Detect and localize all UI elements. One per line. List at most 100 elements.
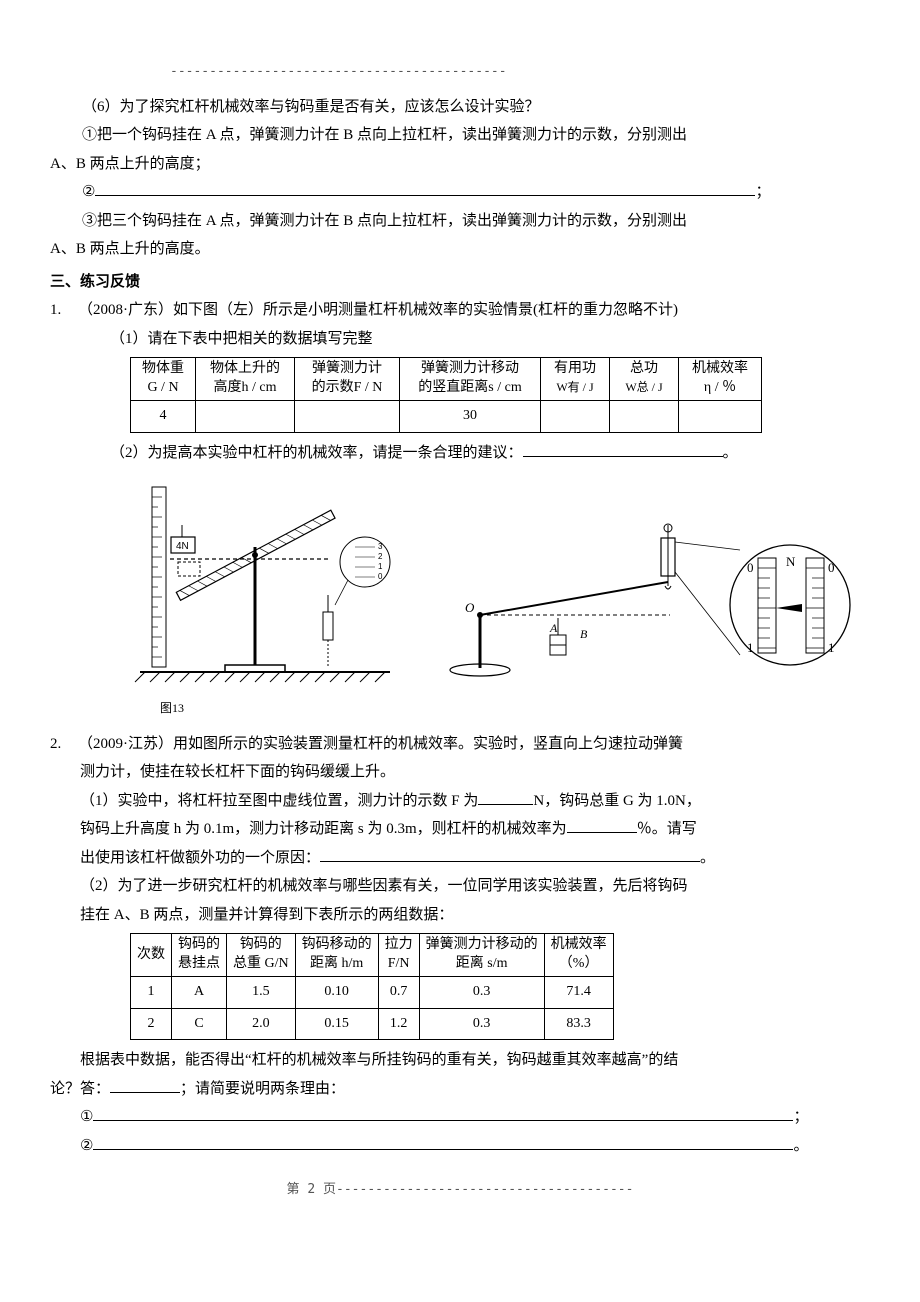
step-3b: A、B 两点上升的高度。 bbox=[50, 235, 870, 264]
r2-num: ② bbox=[80, 1138, 93, 1154]
figure-left: 4N 3 2 1 0 图13 bbox=[130, 477, 400, 720]
q2-r1c2: A bbox=[172, 977, 227, 1009]
q2-sub1-tail: 。 bbox=[700, 850, 715, 866]
svg-text:2: 2 bbox=[378, 552, 383, 561]
svg-text:0: 0 bbox=[747, 560, 754, 575]
blank-q1-sub2 bbox=[523, 441, 723, 457]
q2-sub1e: 出使用该杠杆做额外功的一个原因： bbox=[80, 850, 320, 866]
q1-sub2: （2）为提高本实验中杠杆的机械效率，请提一条合理的建议： 。 bbox=[50, 439, 870, 468]
r2-tail: 。 bbox=[793, 1138, 808, 1154]
q2-conc2b: ；请简要说明两条理由： bbox=[180, 1081, 345, 1097]
q2-r1c4: 0.10 bbox=[295, 977, 378, 1009]
q2-r2: ②。 bbox=[50, 1132, 870, 1161]
q1-num: 1. bbox=[50, 296, 78, 325]
figure-row: 4N 3 2 1 0 图13 bbox=[130, 477, 870, 720]
q1-h3: 弹簧测力计的示数F / N bbox=[295, 358, 400, 401]
svg-text:0: 0 bbox=[378, 572, 383, 581]
q2-stem: 2.（2009·江苏）用如图所示的实验装置测量杠杆的机械效率。实验时，竖直向上匀… bbox=[50, 730, 870, 759]
q2-r1: ①； bbox=[50, 1103, 870, 1132]
q2-h2: 钩码的悬挂点 bbox=[172, 934, 227, 977]
page-footer: 第 2 页-----------------------------------… bbox=[50, 1178, 870, 1203]
q1-c7 bbox=[679, 400, 762, 432]
fig1-caption: 图13 bbox=[130, 697, 400, 720]
q2-h4: 钩码移动的距离 h/m bbox=[295, 934, 378, 977]
q1-table: 物体重G / N 物体上升的高度h / cm 弹簧测力计的示数F / N 弹簧测… bbox=[130, 357, 762, 432]
q2-r2c3: 2.0 bbox=[227, 1008, 296, 1040]
q2-r2c6: 0.3 bbox=[419, 1008, 544, 1040]
q1-c4: 30 bbox=[400, 400, 541, 432]
blank-r1 bbox=[93, 1105, 793, 1121]
step-1b: A、B 两点上升的高度； bbox=[50, 150, 870, 179]
svg-text:4N: 4N bbox=[176, 541, 189, 552]
svg-text:1: 1 bbox=[828, 640, 835, 655]
q2-sub1b: N，钩码总重 G 为 1.0N， bbox=[533, 793, 701, 809]
q2-r1c6: 0.3 bbox=[419, 977, 544, 1009]
q2-sub1-l1: （1）实验中，将杠杆拉至图中虚线位置，测力计的示数 F 为N，钩码总重 G 为 … bbox=[50, 787, 870, 816]
q2-stem2: 测力计，使挂在较长杠杆下面的钩码缓缓上升。 bbox=[50, 758, 870, 787]
step2-tail: ； bbox=[755, 184, 770, 200]
table-row: 1 A 1.5 0.10 0.7 0.3 71.4 bbox=[131, 977, 614, 1009]
svg-text:O: O bbox=[465, 600, 475, 615]
r1-num: ① bbox=[80, 1109, 93, 1125]
blank-F bbox=[478, 789, 533, 805]
q1-h4: 弹簧测力计移动的竖直距离s / cm bbox=[400, 358, 541, 401]
q1-h6: 总功W总 / J bbox=[610, 358, 679, 401]
blank-reason bbox=[320, 846, 700, 862]
q2-num: 2. bbox=[50, 730, 78, 759]
q1-h2: 物体上升的高度h / cm bbox=[196, 358, 295, 401]
figure-right: O A B bbox=[440, 520, 860, 720]
step2-num: ② bbox=[82, 184, 95, 200]
q2-r2c1: 2 bbox=[131, 1008, 172, 1040]
q2-table: 次数 钩码的悬挂点 钩码的总重 G/N 钩码移动的距离 h/m 拉力F/N 弹簧… bbox=[130, 933, 614, 1040]
svg-text:1: 1 bbox=[378, 562, 383, 571]
blank-eta bbox=[567, 817, 637, 833]
svg-text:N: N bbox=[786, 554, 796, 569]
q2-r1c7: 71.4 bbox=[544, 977, 613, 1009]
q2-sub1c: 钩码上升高度 h 为 0.1m，测力计移动距离 s 为 0.3m，则杠杆的机械效… bbox=[80, 821, 567, 837]
svg-text:B: B bbox=[580, 627, 588, 641]
q2-h1: 次数 bbox=[131, 934, 172, 977]
q1-h5: 有用功W有 / J bbox=[541, 358, 610, 401]
svg-text:3: 3 bbox=[378, 542, 383, 551]
q2-h5: 拉力F/N bbox=[378, 934, 419, 977]
q2-r1c1: 1 bbox=[131, 977, 172, 1009]
q2-conc2: 论？答： ；请简要说明两条理由： bbox=[50, 1075, 870, 1104]
q1-c1: 4 bbox=[131, 400, 196, 432]
q1-sub2-tail: 。 bbox=[723, 445, 738, 461]
q1-text: （2008·广东）如下图（左）所示是小明测量杠杆机械效率的实验情景(杠杆的重力忽… bbox=[78, 302, 678, 318]
svg-text:0: 0 bbox=[828, 560, 835, 575]
q2-r2c5: 1.2 bbox=[378, 1008, 419, 1040]
q1-sub2a: （2）为提高本实验中杠杆的机械效率，请提一条合理的建议： bbox=[110, 445, 523, 461]
header-rule: ----------------------------------------… bbox=[50, 60, 870, 85]
blank-step2 bbox=[95, 180, 755, 196]
r1-tail: ； bbox=[793, 1109, 808, 1125]
table-row: 2 C 2.0 0.15 1.2 0.3 83.3 bbox=[131, 1008, 614, 1040]
q1-h7: 机械效率η / ％ bbox=[679, 358, 762, 401]
q2-r2c4: 0.15 bbox=[295, 1008, 378, 1040]
q2-h6: 弹簧测力计移动的距离 s/m bbox=[419, 934, 544, 977]
q1-stem: 1.（2008·广东）如下图（左）所示是小明测量杠杆机械效率的实验情景(杠杆的重… bbox=[50, 296, 870, 325]
q1-c3 bbox=[295, 400, 400, 432]
step-2: ②； bbox=[50, 178, 870, 207]
para-6: （6）为了探究杠杆机械效率与钩码重是否有关，应该怎么设计实验？ bbox=[50, 93, 870, 122]
q2-text1: （2009·江苏）用如图所示的实验装置测量杠杆的机械效率。实验时，竖直向上匀速拉… bbox=[78, 736, 683, 752]
q1-c2 bbox=[196, 400, 295, 432]
q2-r1c5: 0.7 bbox=[378, 977, 419, 1009]
q2-sub2b: 挂在 A、B 两点，测量并计算得到下表所示的两组数据： bbox=[50, 901, 870, 930]
step-3: ③把三个钩码挂在 A 点，弹簧测力计在 B 点向上拉杠杆，读出弹簧测力计的示数，… bbox=[50, 207, 870, 236]
q2-sub1-l2: 钩码上升高度 h 为 0.1m，测力计移动距离 s 为 0.3m，则杠杆的机械效… bbox=[50, 815, 870, 844]
q2-r2c2: C bbox=[172, 1008, 227, 1040]
q2-h7: 机械效率（%） bbox=[544, 934, 613, 977]
q2-h3: 钩码的总重 G/N bbox=[227, 934, 296, 977]
q2-conc1: 根据表中数据，能否得出“杠杆的机械效率与所挂钩码的重有关，钩码越重其效率越高”的… bbox=[50, 1046, 870, 1075]
svg-text:A: A bbox=[549, 621, 558, 635]
q1-h1: 物体重G / N bbox=[131, 358, 196, 401]
q1-c6 bbox=[610, 400, 679, 432]
q2-sub1d: ％。请写 bbox=[637, 821, 697, 837]
q1-sub1: （1）请在下表中把相关的数据填写完整 bbox=[50, 325, 870, 354]
q2-conc2a: 论？答： bbox=[50, 1081, 110, 1097]
blank-r2 bbox=[93, 1134, 793, 1150]
q2-r1c3: 1.5 bbox=[227, 977, 296, 1009]
q2-sub1-l3: 出使用该杠杆做额外功的一个原因： 。 bbox=[50, 844, 870, 873]
blank-ans bbox=[110, 1077, 180, 1093]
